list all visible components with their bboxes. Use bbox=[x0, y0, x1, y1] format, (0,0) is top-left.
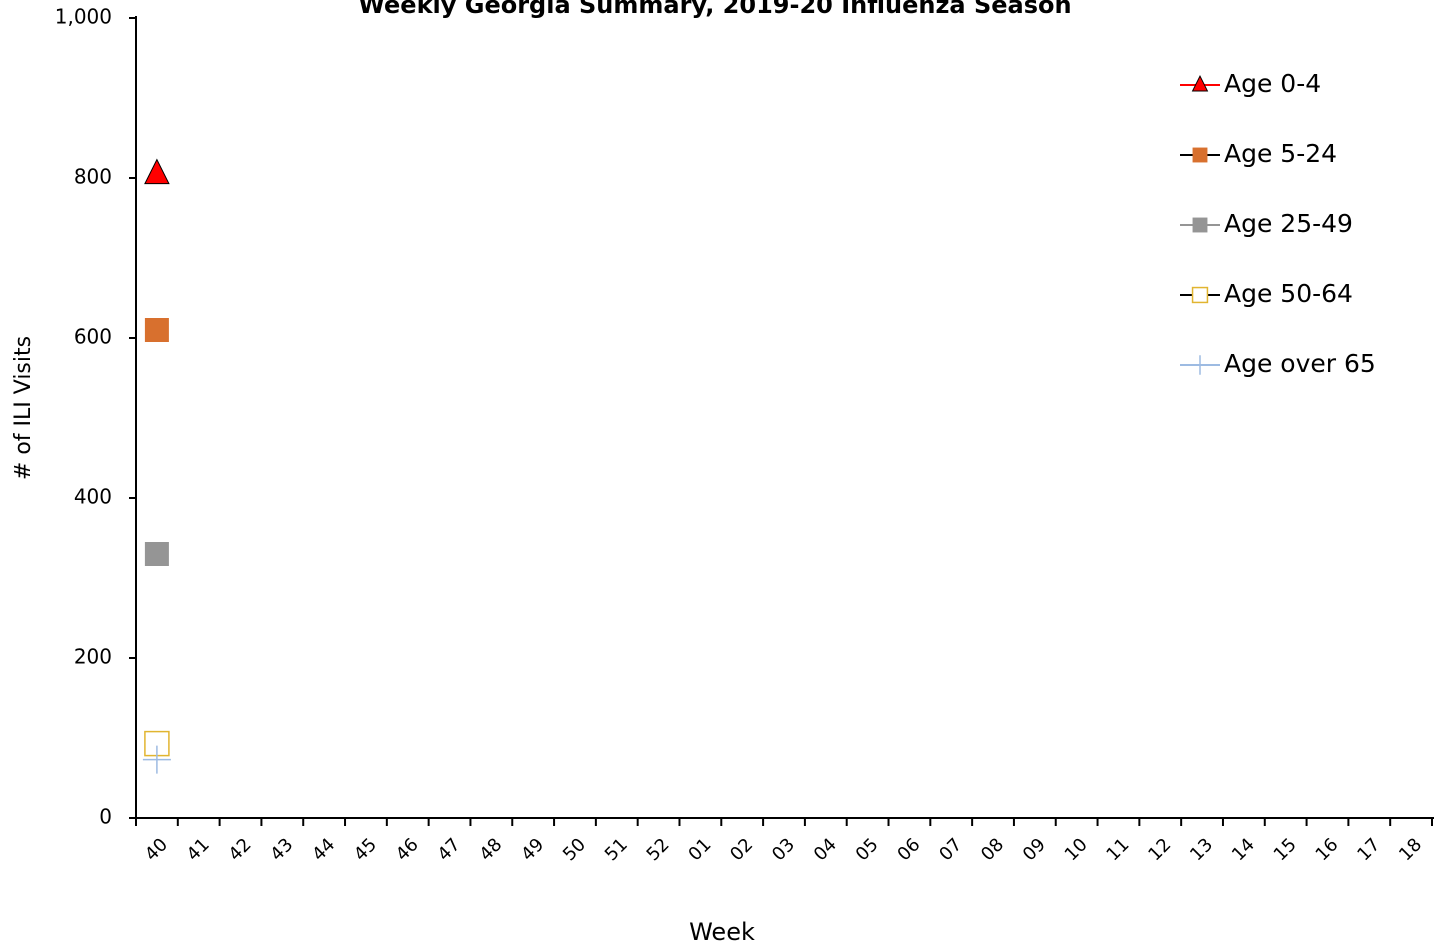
marker bbox=[142, 745, 171, 774]
legend-label: Age 0-4 bbox=[1224, 69, 1321, 98]
legend-label: Age over 65 bbox=[1224, 349, 1376, 378]
x-tick-label: 12 bbox=[1144, 834, 1175, 865]
y-tick-label: 600 bbox=[74, 325, 112, 349]
y-tick-label: 200 bbox=[74, 645, 112, 669]
x-tick-label: 08 bbox=[977, 834, 1008, 865]
x-tick-label: 46 bbox=[392, 834, 423, 865]
x-tick-label: 01 bbox=[684, 834, 715, 865]
y-axis-title: # of ILI Visits bbox=[11, 336, 36, 480]
y-tick-label: 400 bbox=[74, 485, 112, 509]
x-tick-label: 02 bbox=[726, 834, 757, 865]
x-tick-label: 42 bbox=[225, 834, 256, 865]
legend-marker bbox=[1192, 217, 1208, 233]
x-tick-label: 48 bbox=[475, 834, 506, 865]
x-tick-label: 45 bbox=[350, 834, 381, 865]
x-tick-label: 05 bbox=[852, 834, 883, 865]
marker bbox=[144, 542, 169, 566]
x-tick-label: 06 bbox=[893, 834, 924, 865]
y-tick-label: 1,000 bbox=[55, 5, 112, 29]
x-tick-label: 11 bbox=[1102, 834, 1133, 865]
x-tick-label: 04 bbox=[810, 834, 841, 865]
x-tick-label: 49 bbox=[517, 834, 548, 865]
x-tick-label: 15 bbox=[1270, 834, 1301, 865]
marker bbox=[144, 318, 169, 342]
x-tick-label: 40 bbox=[141, 834, 172, 865]
x-tick-label: 17 bbox=[1353, 834, 1384, 865]
x-axis-title: Week bbox=[689, 918, 755, 946]
y-tick-label: 800 bbox=[74, 165, 112, 189]
legend-marker bbox=[1191, 286, 1209, 304]
x-tick-label: 43 bbox=[266, 834, 297, 865]
x-tick-label: 51 bbox=[601, 834, 632, 865]
x-tick-label: 03 bbox=[768, 834, 799, 865]
x-tick-label: 10 bbox=[1061, 834, 1092, 865]
x-tick-label: 18 bbox=[1395, 834, 1426, 865]
chart-title: Weekly Georgia Summary, 2019-20 Influenz… bbox=[358, 0, 1071, 19]
legend-marker bbox=[1192, 147, 1208, 163]
x-tick-label: 44 bbox=[308, 834, 339, 865]
legend-marker bbox=[1191, 74, 1209, 92]
legend-label: Age 50-64 bbox=[1224, 279, 1353, 308]
legend-marker bbox=[1190, 355, 1210, 375]
legend-label: Age 25-49 bbox=[1224, 209, 1353, 238]
x-tick-label: 41 bbox=[183, 834, 214, 865]
y-tick-label: 0 bbox=[99, 805, 112, 829]
legend-label: Age 5-24 bbox=[1224, 139, 1337, 168]
x-tick-label: 50 bbox=[559, 834, 590, 865]
x-tick-label: 52 bbox=[643, 834, 674, 865]
x-tick-label: 16 bbox=[1312, 834, 1343, 865]
x-tick-label: 47 bbox=[434, 834, 465, 865]
x-tick-label: 13 bbox=[1186, 834, 1217, 865]
marker bbox=[144, 158, 170, 185]
x-tick-label: 09 bbox=[1019, 834, 1050, 865]
x-tick-label: 07 bbox=[935, 834, 966, 865]
x-tick-label: 14 bbox=[1228, 834, 1259, 865]
